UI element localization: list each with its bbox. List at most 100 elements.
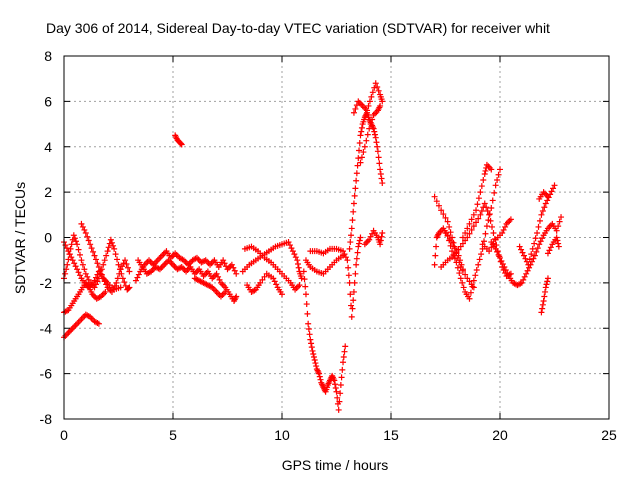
- data-point: [466, 278, 473, 285]
- data-point: [113, 279, 120, 286]
- data-point: [231, 267, 238, 274]
- data-point: [544, 278, 551, 285]
- data-point: [62, 270, 69, 277]
- data-point: [301, 276, 308, 283]
- data-point: [526, 264, 533, 271]
- data-point: [467, 289, 474, 296]
- data-point: [71, 260, 78, 267]
- data-point: [288, 245, 295, 252]
- data-point: [374, 148, 381, 155]
- data-point: [331, 377, 338, 384]
- data-point: [298, 275, 305, 282]
- data-point: [310, 353, 317, 360]
- y-tick-label: 6: [44, 93, 52, 109]
- x-tick-label: 5: [169, 427, 177, 443]
- data-point: [369, 116, 376, 123]
- data-point: [350, 297, 357, 304]
- data-point: [350, 288, 357, 295]
- data-point: [518, 279, 525, 286]
- data-point: [473, 207, 480, 214]
- data-point: [305, 320, 312, 327]
- data-point: [123, 260, 130, 267]
- data-point: [369, 230, 376, 237]
- data-point: [294, 257, 301, 264]
- data-point: [444, 218, 451, 225]
- data-point: [354, 162, 361, 169]
- data-point: [291, 251, 298, 258]
- data-point: [261, 273, 268, 280]
- data-point: [81, 266, 88, 273]
- data-point: [433, 198, 440, 205]
- data-point: [544, 250, 551, 257]
- data-point: [364, 107, 371, 114]
- data-point: [75, 246, 82, 253]
- data-point: [542, 200, 549, 207]
- data-point: [228, 261, 235, 268]
- data-point: [121, 279, 128, 286]
- data-point: [492, 182, 499, 189]
- data-point: [62, 242, 69, 249]
- y-tick-label: 0: [44, 230, 52, 246]
- data-point: [544, 197, 551, 204]
- data-point: [92, 256, 99, 263]
- data-point: [71, 235, 78, 242]
- data-point: [490, 229, 497, 236]
- data-point: [374, 143, 381, 150]
- data-point: [447, 229, 454, 236]
- data-point: [432, 252, 439, 259]
- data-point: [115, 261, 122, 268]
- data-point: [541, 204, 548, 211]
- data-point: [543, 281, 550, 288]
- data-point: [340, 359, 347, 366]
- data-point: [105, 244, 112, 251]
- data-point: [337, 390, 344, 397]
- x-axis-label: GPS time / hours: [281, 457, 389, 473]
- data-point: [489, 197, 496, 204]
- data-point: [440, 211, 447, 218]
- data-point: [295, 264, 302, 271]
- data-point: [470, 223, 477, 230]
- data-point: [377, 166, 384, 173]
- data-point: [356, 147, 363, 154]
- data-point: [481, 200, 488, 207]
- data-point: [302, 291, 309, 298]
- data-point: [296, 282, 303, 289]
- data-point: [342, 343, 349, 350]
- data-point: [438, 207, 445, 214]
- data-point: [377, 241, 384, 248]
- data-point: [528, 251, 535, 258]
- data-point: [553, 234, 560, 241]
- data-point: [353, 177, 360, 184]
- data-point: [534, 245, 541, 252]
- data-point: [116, 270, 123, 277]
- data-point: [332, 381, 339, 388]
- data-point: [486, 211, 493, 218]
- data-point: [544, 275, 551, 282]
- data-point: [91, 252, 98, 259]
- data-point: [447, 242, 454, 249]
- data-point: [349, 217, 356, 224]
- data-point: [88, 245, 95, 252]
- data-point: [501, 263, 508, 270]
- data-point: [488, 166, 495, 173]
- data-point: [336, 398, 343, 405]
- axis-ticks: 0 5 10 15 20 25 -8 -6 -4 -2 0 2 4 6 8: [40, 48, 617, 443]
- data-point: [433, 243, 440, 250]
- data-point: [481, 170, 488, 177]
- data-point: [366, 236, 373, 243]
- data-point: [279, 291, 285, 298]
- data-point: [553, 227, 560, 234]
- data-point: [337, 381, 344, 388]
- data-point: [356, 237, 363, 244]
- data-point: [540, 298, 547, 305]
- data-point: [372, 131, 379, 138]
- data-point: [312, 360, 319, 367]
- data-points: [61, 80, 565, 413]
- data-point: [431, 261, 438, 268]
- data-point: [348, 225, 355, 232]
- data-point: [529, 245, 536, 252]
- data-point: [478, 208, 485, 215]
- data-point: [348, 302, 355, 309]
- data-point: [259, 276, 266, 283]
- data-point: [378, 175, 385, 182]
